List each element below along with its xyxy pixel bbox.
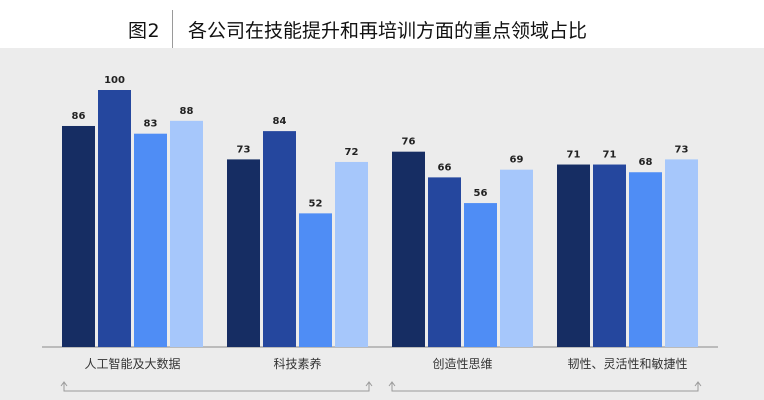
data-label: 71 [603,150,617,161]
data-label: 83 [144,119,158,130]
category-label: 创造性思维 [432,357,492,371]
figure-title: 各公司在技能提升和再培训方面的重点领域占比 [188,20,588,42]
bracket-arrow-icon [60,381,68,387]
data-label: 56 [474,188,488,199]
category-label: 科技素养 [273,356,321,371]
group-bracket [63,383,370,392]
data-label: 86 [72,111,86,122]
bar [134,133,167,347]
data-label: 84 [273,116,287,127]
category-label: 韧性、灵活性和敏捷性 [567,356,687,371]
data-label: 88 [180,106,194,117]
bar [665,159,698,347]
bar [629,172,662,347]
bracket-arrow-icon [694,381,702,387]
bar [557,164,590,347]
data-label: 69 [510,155,524,166]
data-label: 100 [104,75,125,86]
bar [335,161,368,347]
bar [500,169,533,347]
bar [428,177,461,347]
data-label: 66 [438,162,452,173]
figure-header: 图2 各公司在技能提升和再培训方面的重点领域占比 [0,0,764,48]
group-bracket [391,383,699,392]
data-label: 52 [309,198,323,209]
bracket-arrow-icon [365,381,373,387]
bar [62,125,95,347]
data-label: 73 [675,144,689,155]
figure-label: 图2 [128,20,161,42]
bar [593,164,626,347]
category-label: 人工智能及大数据 [84,356,180,371]
bar [299,213,332,347]
data-label: 68 [639,157,653,168]
data-label: 76 [402,137,416,148]
data-label: 73 [237,144,251,155]
header-divider [172,10,173,48]
bar [170,120,203,347]
data-label: 72 [345,147,359,158]
data-label: 71 [567,150,581,161]
bar [392,151,425,347]
bracket-arrow-icon [388,381,396,387]
bar [263,131,296,347]
bar [227,159,260,347]
bar [464,203,497,347]
bar [98,90,131,347]
